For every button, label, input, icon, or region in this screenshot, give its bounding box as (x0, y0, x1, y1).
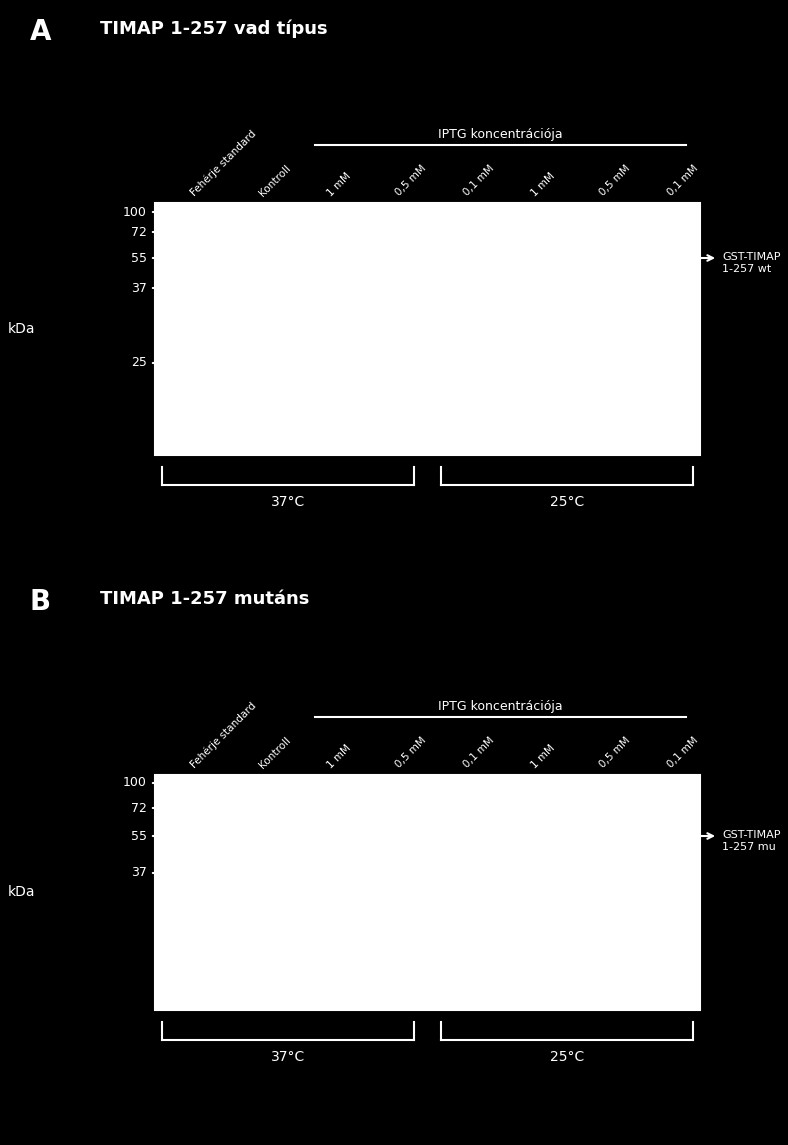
Text: GST-TIMAP
1-257 wt: GST-TIMAP 1-257 wt (722, 252, 780, 275)
Text: TIMAP 1-257 mutáns: TIMAP 1-257 mutáns (100, 590, 310, 608)
Text: 0,1 mM: 0,1 mM (666, 735, 701, 769)
Text: 1 mM: 1 mM (325, 742, 353, 769)
Text: IPTG koncentrációja: IPTG koncentrációja (438, 128, 563, 141)
Text: 0,1 mM: 0,1 mM (462, 735, 496, 769)
Text: 55: 55 (131, 252, 147, 264)
Text: 100: 100 (123, 205, 147, 219)
Text: 37°C: 37°C (271, 495, 305, 510)
Text: 72: 72 (131, 226, 147, 238)
Bar (155, 775, 700, 1010)
Text: 0,1 mM: 0,1 mM (462, 164, 496, 198)
Text: Fehérje standard: Fehérje standard (189, 128, 258, 198)
Text: 72: 72 (131, 802, 147, 814)
Text: kDa: kDa (8, 885, 35, 900)
Text: 0,5 mM: 0,5 mM (598, 735, 632, 769)
Bar (155, 203, 700, 455)
Text: 1 mM: 1 mM (530, 742, 557, 769)
Text: A: A (30, 18, 51, 46)
Text: 37°C: 37°C (271, 1050, 305, 1064)
Text: 37: 37 (131, 867, 147, 879)
Text: GST-TIMAP
1-257 mu: GST-TIMAP 1-257 mu (722, 830, 780, 852)
Text: 0,1 mM: 0,1 mM (666, 164, 701, 198)
Text: Fehérje standard: Fehérje standard (189, 701, 258, 769)
Text: 55: 55 (131, 829, 147, 843)
Text: 37: 37 (131, 282, 147, 294)
Text: 25: 25 (131, 356, 147, 370)
Text: 25°C: 25°C (550, 1050, 584, 1064)
Text: kDa: kDa (8, 322, 35, 335)
Text: 0,5 mM: 0,5 mM (393, 735, 428, 769)
Text: IPTG koncentrációja: IPTG koncentrációja (438, 700, 563, 713)
Text: 100: 100 (123, 776, 147, 790)
Text: B: B (30, 589, 51, 616)
Text: 1 mM: 1 mM (325, 171, 353, 198)
Text: Kontroll: Kontroll (257, 735, 292, 769)
Text: 25°C: 25°C (550, 495, 584, 510)
Text: 0,5 mM: 0,5 mM (598, 164, 632, 198)
Text: TIMAP 1-257 vad típus: TIMAP 1-257 vad típus (100, 19, 328, 39)
Text: Kontroll: Kontroll (257, 163, 292, 198)
Text: 0,5 mM: 0,5 mM (393, 164, 428, 198)
Text: 1 mM: 1 mM (530, 171, 557, 198)
